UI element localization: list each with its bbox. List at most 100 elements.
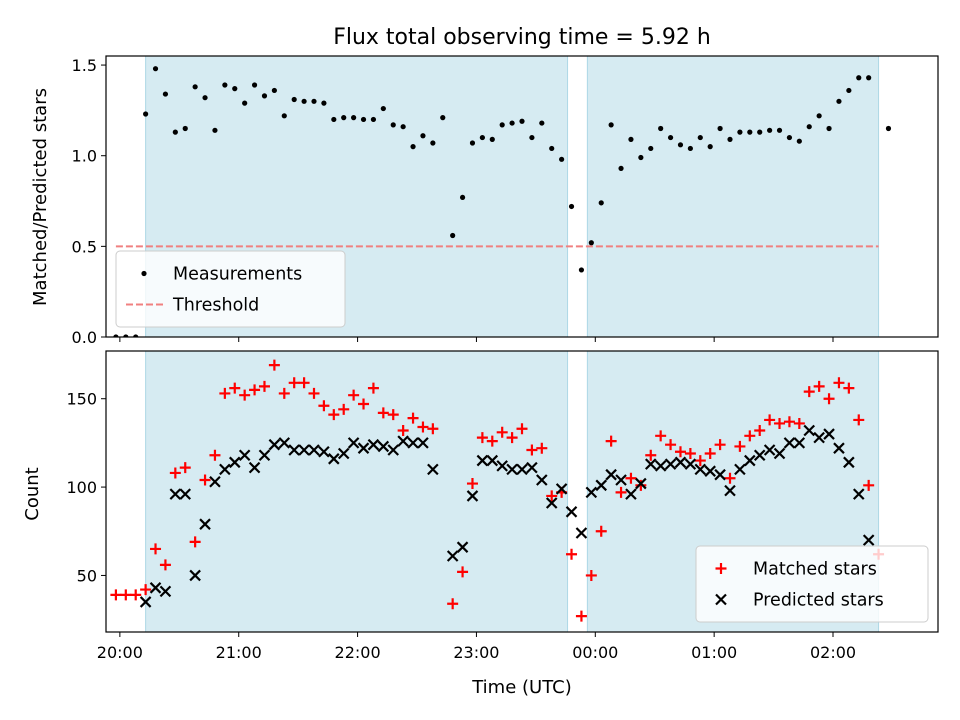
- matched-stars-point: [863, 479, 875, 491]
- x-tick-label: 02:00: [810, 643, 856, 662]
- matched-stars-point: [615, 486, 627, 498]
- measurement-point: [251, 82, 258, 88]
- legend-box: [115, 250, 346, 328]
- predicted-stars-point: [813, 431, 825, 444]
- measurement-point: [727, 136, 733, 142]
- predicted-stars-point: [199, 518, 211, 530]
- matched-stars-point: [179, 462, 191, 474]
- series-0: [110, 359, 885, 622]
- matched-stars-point: [199, 474, 211, 486]
- measurement-point: [677, 142, 684, 148]
- measurement-point: [757, 129, 763, 135]
- measurement-point: [182, 125, 188, 132]
- measurement-point: [509, 120, 515, 126]
- matched-stars-point: [734, 440, 746, 452]
- predicted-stars-point: [823, 428, 835, 440]
- measurement-point: [291, 96, 297, 103]
- legend-measurement-swatch: [141, 270, 147, 277]
- predicted-stars-point: [644, 458, 657, 470]
- measurement-point: [152, 66, 159, 72]
- predicted-stars-point: [862, 534, 875, 546]
- y-tick-label: 1.5: [72, 56, 97, 75]
- matched-stars-point: [417, 421, 429, 433]
- predicted-stars-point: [367, 438, 380, 451]
- measurement-point: [172, 129, 178, 135]
- predicted-stars-point: [803, 424, 816, 437]
- predicted-stars-point: [308, 444, 320, 456]
- measurement-point: [380, 105, 386, 112]
- predicted-stars-point: [625, 488, 637, 500]
- matched-stars-point: [328, 409, 340, 421]
- matched-stars-point: [496, 426, 508, 438]
- measurement-point: [568, 203, 575, 210]
- matched-stars-point: [635, 479, 647, 491]
- matched-stars-point: [397, 425, 409, 437]
- matched-stars-point: [585, 569, 597, 581]
- matched-stars-point: [625, 472, 637, 484]
- matched-stars-point: [278, 387, 290, 399]
- measurement-point: [549, 145, 555, 152]
- predicted-stars-point: [753, 449, 766, 462]
- measurement-point: [370, 116, 377, 123]
- legend-label: Matched stars: [753, 560, 877, 580]
- predicted-stars-point: [347, 437, 360, 449]
- predicted-stars-point: [417, 437, 429, 449]
- measurement-point: [271, 87, 277, 94]
- predicted-stars-point: [298, 444, 310, 456]
- matched-stars-point: [724, 472, 736, 484]
- matched-stars-point: [526, 444, 538, 456]
- measurement-point: [707, 144, 713, 150]
- predicted-stars-point: [387, 444, 400, 456]
- measurement-point: [866, 75, 872, 81]
- x-tick-label: 20:00: [97, 643, 143, 662]
- matched-stars-point: [783, 416, 795, 428]
- measurement-point: [489, 136, 495, 142]
- measurement-point: [420, 133, 426, 139]
- x-tick-label: 21:00: [216, 643, 262, 662]
- matched-stars-point: [268, 359, 280, 371]
- measurement-point: [430, 140, 436, 146]
- predicted-stars-point: [238, 449, 251, 462]
- predicted-stars-point: [318, 445, 330, 458]
- x-tick-label: 01:00: [691, 643, 737, 662]
- predicted-stars-point: [724, 484, 736, 497]
- predicted-stars-point: [734, 463, 746, 476]
- legend-matched-swatch: [715, 563, 727, 574]
- measurement-point: [261, 93, 268, 99]
- matched-stars-point: [694, 455, 706, 467]
- matched-stars-point: [476, 432, 488, 444]
- predicted-stars-point: [456, 541, 469, 553]
- measurement-point: [321, 100, 327, 106]
- predicted-stars-point: [496, 460, 508, 472]
- legend: Measurements Threshold: [115, 250, 346, 328]
- measurement-point: [539, 120, 545, 126]
- predicted-stars-point: [179, 488, 192, 500]
- matched-stars-point: [833, 377, 845, 389]
- predicted-stars-point: [595, 479, 608, 492]
- matched-stars-point: [229, 382, 241, 394]
- y-tick-label: 50: [77, 566, 97, 585]
- measurement-point: [559, 156, 565, 162]
- x-tick-label: 23:00: [453, 643, 499, 662]
- predicted-stars-point: [843, 456, 855, 469]
- predicted-stars-point: [149, 582, 162, 594]
- predicted-stars-point: [486, 454, 499, 467]
- matched-stars-point: [427, 423, 439, 435]
- series-1: [139, 424, 875, 608]
- matched-stars-point: [764, 414, 776, 426]
- measurement-point: [281, 113, 287, 119]
- predicted-stars-point: [704, 465, 716, 477]
- matched-stars-point: [566, 548, 578, 560]
- measurement-point: [767, 127, 773, 133]
- matched-stars-point: [338, 403, 350, 415]
- matched-stars-point: [239, 389, 251, 401]
- measurement-point: [192, 84, 198, 90]
- matched-stars-point: [853, 414, 865, 426]
- measurement-point: [776, 127, 783, 133]
- measurement-point: [331, 116, 337, 123]
- measurement-point: [519, 118, 525, 124]
- matched-stars-point: [159, 559, 171, 571]
- measurement-point: [133, 334, 139, 337]
- axes-frame: [105, 350, 939, 633]
